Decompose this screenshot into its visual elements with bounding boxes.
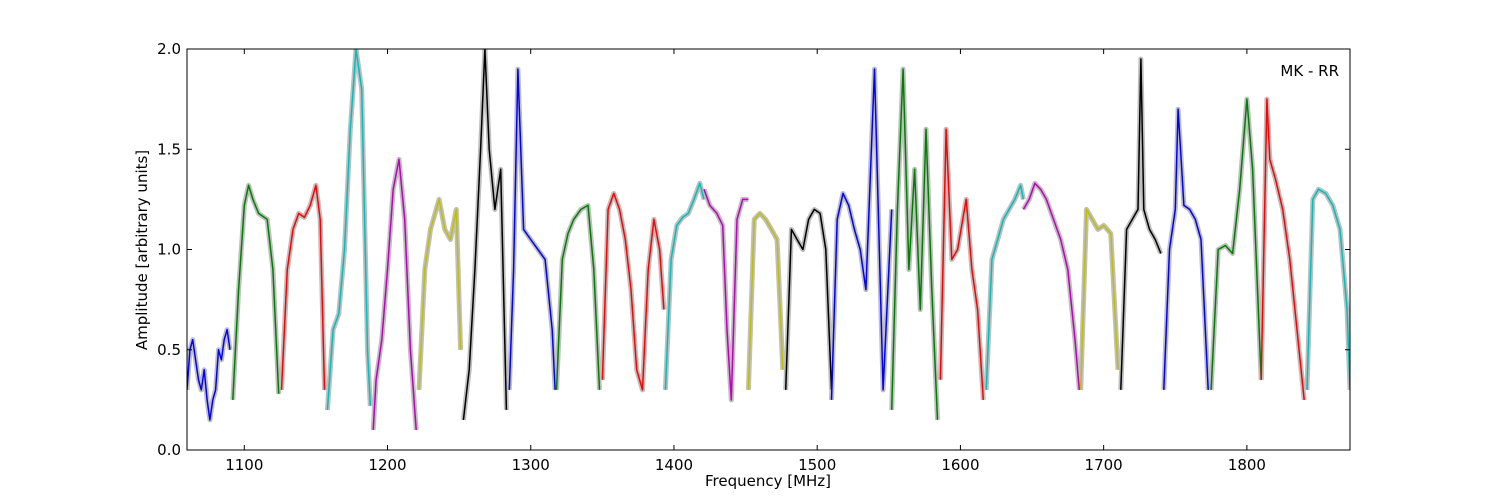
series-band-2 bbox=[232, 184, 280, 400]
x-tick-label: 1800 bbox=[1228, 456, 1266, 474]
series-band-13 bbox=[747, 212, 784, 390]
x-tick-label: 1600 bbox=[941, 456, 979, 474]
series-band-4 bbox=[326, 49, 372, 410]
series-band-24 bbox=[1260, 98, 1305, 400]
x-tick-label: 1200 bbox=[368, 456, 406, 474]
y-tick-label: 1.5 bbox=[157, 140, 181, 158]
series-band-1 bbox=[187, 328, 231, 421]
series-band-5 bbox=[372, 158, 417, 430]
series-band-12 bbox=[703, 189, 749, 401]
x-axis-label: Frequency [MHz] bbox=[705, 472, 831, 490]
y-axis: 0.0 0.5 1.0 1.5 2.0 bbox=[157, 40, 1350, 459]
series-band-7 bbox=[462, 49, 508, 420]
y-tick-label: 1.0 bbox=[157, 241, 181, 259]
plot-area bbox=[186, 48, 1351, 451]
series-band-20 bbox=[1079, 208, 1119, 390]
x-tick-label: 1400 bbox=[655, 456, 693, 474]
x-tick-label: 1300 bbox=[512, 456, 550, 474]
series-band-15 bbox=[830, 68, 893, 400]
x-tick-label: 1500 bbox=[798, 456, 836, 474]
series-band-17 bbox=[939, 128, 985, 400]
series-band-18 bbox=[985, 184, 1025, 390]
x-axis: 1100 1200 1300 1400 1500 1600 1700 1800 bbox=[225, 49, 1266, 474]
x-tick-label: 1700 bbox=[1085, 456, 1123, 474]
series-band-9 bbox=[555, 204, 601, 390]
series-band-22 bbox=[1163, 108, 1209, 390]
series-band-8 bbox=[508, 68, 556, 390]
y-tick-label: 0.5 bbox=[157, 341, 181, 359]
series-band-21 bbox=[1120, 58, 1162, 390]
series-band-10 bbox=[601, 192, 665, 391]
series-band-14 bbox=[784, 208, 833, 390]
series-band-16 bbox=[890, 68, 939, 420]
series-layer bbox=[187, 49, 1350, 430]
series-band-11 bbox=[664, 182, 705, 390]
series-band-19 bbox=[1022, 182, 1081, 390]
x-tick-label: 1100 bbox=[225, 456, 263, 474]
series-band-6 bbox=[418, 198, 462, 390]
y-tick-label: 0.0 bbox=[157, 441, 181, 459]
series-band-23 bbox=[1210, 98, 1262, 390]
y-tick-label: 2.0 bbox=[157, 40, 181, 58]
y-axis-label: Amplitude [arbitrary units] bbox=[133, 150, 151, 350]
series-band-3 bbox=[280, 184, 326, 390]
series-band-25 bbox=[1306, 188, 1350, 390]
annotation-label: MK - RR bbox=[1280, 62, 1339, 80]
